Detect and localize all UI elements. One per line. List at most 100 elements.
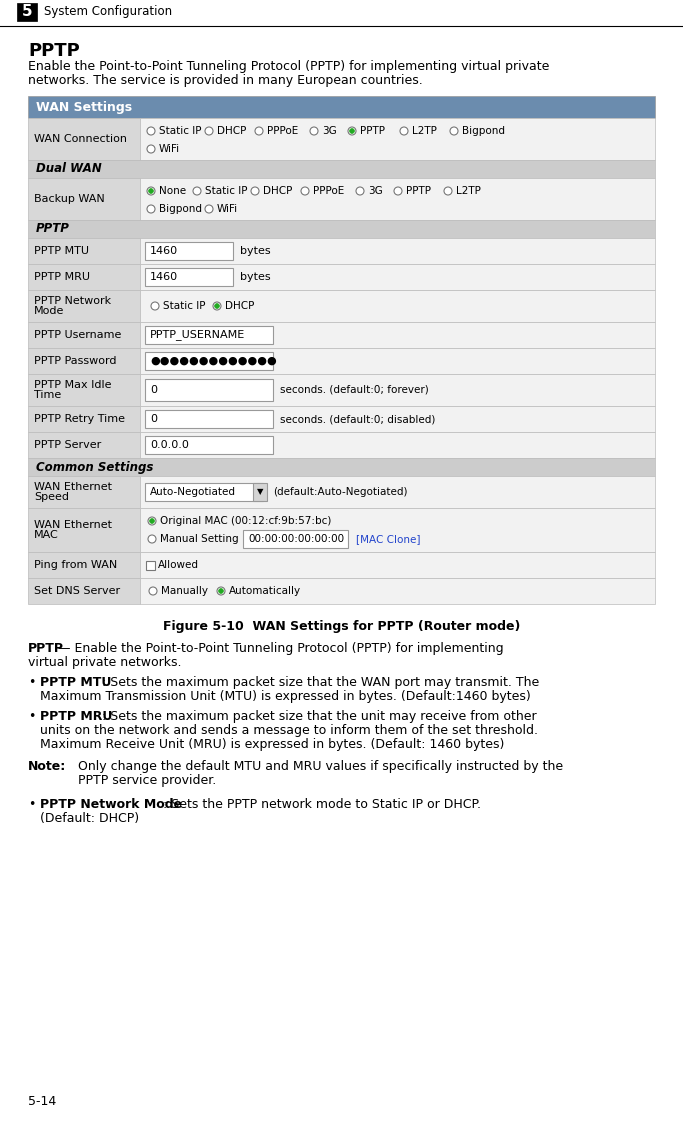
- Bar: [28, 432, 140, 458]
- Text: System Configuration: System Configuration: [44, 6, 172, 18]
- Text: Only change the default MTU and MRU values if specifically instructed by the: Only change the default MTU and MRU valu…: [78, 760, 563, 773]
- Text: ●●●●●●●●●●●●●: ●●●●●●●●●●●●●: [150, 356, 277, 365]
- Text: PPTP Network: PPTP Network: [34, 296, 111, 306]
- Text: DHCP: DHCP: [217, 126, 247, 136]
- Bar: [145, 352, 273, 370]
- Bar: [140, 264, 655, 290]
- Text: : Sets the maximum packet size that the WAN port may transmit. The: : Sets the maximum packet size that the …: [102, 676, 540, 689]
- Circle shape: [400, 127, 408, 135]
- Text: networks. The service is provided in many European countries.: networks. The service is provided in man…: [28, 74, 423, 87]
- Text: Ping from WAN: Ping from WAN: [34, 559, 117, 570]
- Bar: [17, 3, 37, 21]
- Text: 0: 0: [150, 385, 157, 395]
- Text: PPPoE: PPPoE: [313, 186, 344, 196]
- Text: Static IP: Static IP: [159, 126, 201, 136]
- Text: Common Settings: Common Settings: [36, 460, 154, 474]
- Text: WiFi: WiFi: [217, 204, 238, 214]
- Text: 1460: 1460: [150, 246, 178, 256]
- Text: PPTP Username: PPTP Username: [34, 331, 122, 340]
- Circle shape: [217, 587, 225, 594]
- Circle shape: [148, 535, 156, 543]
- Circle shape: [394, 187, 402, 195]
- Bar: [28, 178, 140, 220]
- Text: seconds. (default:0; disabled): seconds. (default:0; disabled): [280, 414, 435, 424]
- Text: Time: Time: [34, 390, 61, 400]
- Text: MAC: MAC: [34, 530, 59, 540]
- Bar: [28, 160, 655, 178]
- Bar: [28, 96, 655, 118]
- Text: Mode: Mode: [34, 306, 64, 316]
- Bar: [28, 238, 140, 264]
- Text: WAN Ethernet: WAN Ethernet: [34, 482, 112, 492]
- Bar: [0, 0, 683, 23]
- Circle shape: [348, 127, 356, 135]
- Text: Auto-Negotiated: Auto-Negotiated: [150, 487, 236, 497]
- Text: PPTP: PPTP: [28, 42, 80, 60]
- Text: 1460: 1460: [150, 272, 178, 282]
- Text: seconds. (default:0; forever): seconds. (default:0; forever): [280, 385, 429, 395]
- Bar: [140, 238, 655, 264]
- Text: •: •: [28, 797, 36, 811]
- Text: Original MAC (00:12:cf:9b:57:bc): Original MAC (00:12:cf:9b:57:bc): [160, 515, 331, 526]
- Text: : Sets the maximum packet size that the unit may receive from other: : Sets the maximum packet size that the …: [102, 710, 537, 723]
- Circle shape: [205, 205, 213, 213]
- Bar: [145, 561, 154, 570]
- Text: PPTP Password: PPTP Password: [34, 356, 117, 365]
- Text: PPPoE: PPPoE: [267, 126, 298, 136]
- Bar: [28, 349, 140, 374]
- Text: •: •: [28, 676, 36, 689]
- Bar: [140, 432, 655, 458]
- Circle shape: [450, 127, 458, 135]
- Circle shape: [214, 303, 219, 308]
- Text: PPTP MTU: PPTP MTU: [40, 676, 111, 689]
- Bar: [28, 476, 140, 508]
- Text: PPTP MTU: PPTP MTU: [34, 246, 89, 256]
- Text: (default:Auto-Negotiated): (default:Auto-Negotiated): [273, 487, 408, 497]
- Text: Bigpond: Bigpond: [462, 126, 505, 136]
- Bar: [28, 578, 140, 603]
- Bar: [145, 483, 263, 501]
- Bar: [28, 552, 140, 578]
- Text: PPTP: PPTP: [28, 642, 64, 655]
- Circle shape: [147, 127, 155, 135]
- Bar: [140, 178, 655, 220]
- Text: L2TP: L2TP: [456, 186, 481, 196]
- Bar: [140, 476, 655, 508]
- Bar: [140, 118, 655, 160]
- Bar: [28, 406, 140, 432]
- Text: units on the network and sends a message to inform them of the set threshold.: units on the network and sends a message…: [40, 724, 538, 737]
- Text: PPTP Network Mode: PPTP Network Mode: [40, 797, 182, 811]
- Text: PPTP Server: PPTP Server: [34, 440, 101, 450]
- Text: Set DNS Server: Set DNS Server: [34, 587, 120, 596]
- Bar: [145, 409, 273, 428]
- Text: WAN Connection: WAN Connection: [34, 134, 127, 144]
- Text: Static IP: Static IP: [163, 301, 206, 311]
- Circle shape: [148, 517, 156, 525]
- Bar: [145, 243, 233, 259]
- Text: DHCP: DHCP: [263, 186, 292, 196]
- Text: •: •: [28, 710, 36, 723]
- Circle shape: [150, 519, 154, 523]
- Circle shape: [255, 127, 263, 135]
- Text: virtual private networks.: virtual private networks.: [28, 656, 182, 669]
- Circle shape: [149, 188, 154, 193]
- Text: 00:00:00:00:00:00: 00:00:00:00:00:00: [248, 534, 344, 544]
- Bar: [145, 379, 273, 400]
- Text: Speed: Speed: [34, 492, 69, 502]
- Text: Static IP: Static IP: [205, 186, 247, 196]
- Circle shape: [147, 187, 155, 195]
- Circle shape: [151, 302, 159, 310]
- Circle shape: [205, 127, 213, 135]
- Circle shape: [193, 187, 201, 195]
- Text: WAN Ethernet: WAN Ethernet: [34, 520, 112, 530]
- Bar: [140, 578, 655, 603]
- Bar: [140, 374, 655, 406]
- Bar: [28, 118, 140, 160]
- Bar: [28, 374, 140, 406]
- Text: 3G: 3G: [322, 126, 337, 136]
- Bar: [28, 264, 140, 290]
- Bar: [253, 483, 267, 501]
- Text: 0.0.0.0: 0.0.0.0: [150, 440, 189, 450]
- Text: PPTP Max Idle: PPTP Max Idle: [34, 380, 111, 390]
- Text: PPTP MRU: PPTP MRU: [34, 272, 90, 282]
